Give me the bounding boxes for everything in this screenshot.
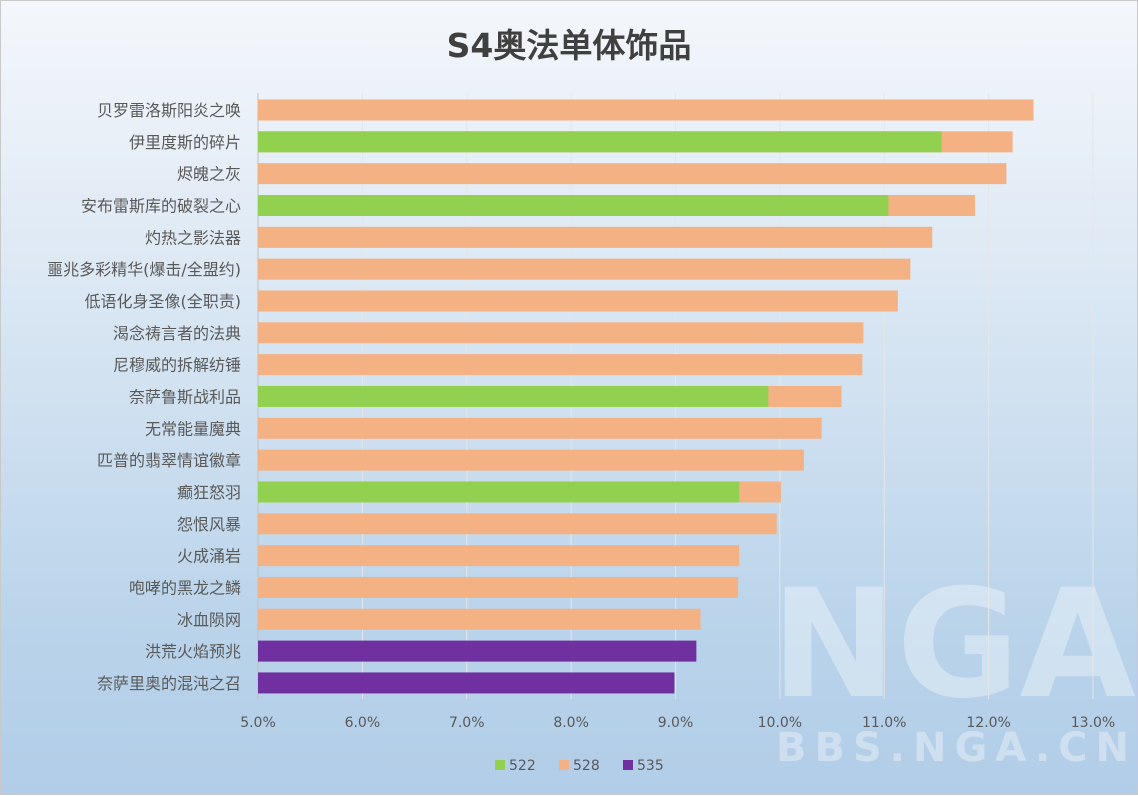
bar-528 [258,417,822,439]
bar-522 [258,481,740,503]
bar-528 [258,163,1007,185]
category-label: 贝罗雷洛斯阳炎之唤 [97,101,241,120]
bar-522 [258,385,769,407]
category-label: 癫狂怒羽 [177,483,241,502]
bar-528 [258,290,898,312]
x-tick-label: 12.0% [966,715,1010,731]
chart-title: S4奥法单体饰品 [446,26,692,65]
category-label: 安布雷斯库的破裂之心 [81,196,241,215]
watermark-url: BBS.NGA.CN [776,725,1137,771]
bar-535 [258,640,697,662]
legend-label-522: 522 [509,758,536,774]
x-tick-label: 9.0% [658,715,694,731]
legend-swatch-535 [623,760,633,770]
x-tick-label: 6.0% [345,715,381,731]
x-tick-label: 8.0% [553,715,589,731]
bar-528 [258,449,804,471]
bar-528 [258,513,777,535]
legend-label-528: 528 [573,758,600,774]
category-label: 无常能量魔典 [145,419,241,438]
category-label: 奈萨鲁斯战利品 [129,387,241,406]
legend-swatch-528 [559,760,569,770]
bar-528 [258,226,933,248]
x-tick-label: 5.0% [240,715,276,731]
category-label: 低语化身圣像(全职责) [85,292,242,311]
category-label: 咆哮的黑龙之鳞 [129,578,241,597]
category-label: 尼穆威的拆解纺锤 [113,356,241,375]
legend-label-535: 535 [637,758,664,774]
bar-528 [258,99,1034,121]
bar-535 [258,672,675,694]
bar-528 [258,354,863,376]
bar-522 [258,131,942,153]
bar-528 [258,322,864,344]
bar-522 [258,194,889,216]
bar-528 [258,258,911,280]
category-label: 奈萨里奥的混沌之召 [97,674,241,693]
bar-528 [258,545,740,567]
category-label: 洪荒火焰预兆 [145,642,241,661]
legend-swatch-522 [495,760,505,770]
category-label: 冰血陨网 [177,610,241,629]
category-label: 怨恨风暴 [177,515,241,534]
category-label: 噩兆多彩精华(爆击/全盟约) [47,260,241,279]
x-tick-label: 13.0% [1071,715,1115,731]
category-label: 匹普的翡翠情谊徽章 [97,451,241,470]
category-label: 烬魄之灰 [177,165,241,184]
x-tick-label: 11.0% [862,715,906,731]
category-label: 灼热之影法器 [145,228,241,247]
bar-528 [258,576,739,598]
bar-528 [258,608,701,630]
watermark-logo: NGA [771,558,1136,732]
category-label: 伊里度斯的碎片 [129,133,241,152]
x-tick-label: 7.0% [449,715,485,731]
x-tick-label: 10.0% [758,715,802,731]
category-label: 渴念祷言者的法典 [113,324,241,343]
category-label: 火成涌岩 [177,547,241,566]
